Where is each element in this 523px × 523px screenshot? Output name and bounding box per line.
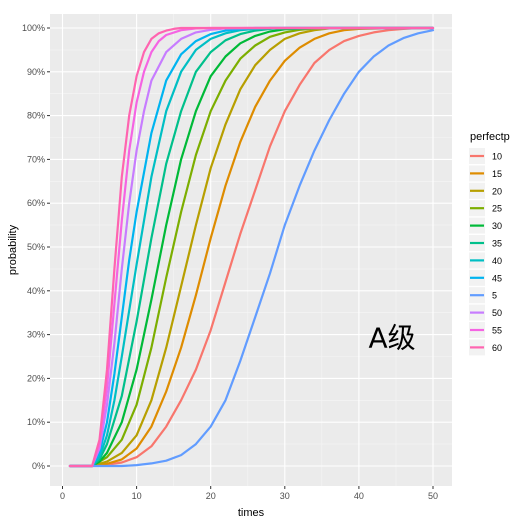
y-tick-label: 50% [27,242,45,252]
series-line-5 [68,29,435,468]
x-tick-label: 0 [60,491,65,501]
x-tick-label: 20 [206,491,216,501]
y-tick-label: 0% [32,461,45,471]
legend-label-30: 30 [492,221,502,231]
y-tick-label: 100% [22,23,45,33]
legend-label-5: 5 [492,291,497,301]
axes: 0 10 20 30 40 50 0% 10% 20% 30% 40% 50% 60% 70% 80% 90%… [22,23,438,501]
series-line-15 [68,26,435,468]
x-tick-label: 30 [280,491,290,501]
y-tick-label: 60% [27,198,45,208]
y-tick-label: 40% [27,286,45,296]
legend-label-10: 10 [492,152,502,162]
y-tick-label: 90% [27,67,45,77]
legend-title: perfectp [470,131,510,143]
y-tick-label: 30% [27,330,45,340]
x-tick-label: 50 [428,491,438,501]
x-tick-label: 10 [132,491,142,501]
legend-label-50: 50 [492,308,502,318]
x-tick-label: 40 [354,491,364,501]
legend-label-60: 60 [492,343,502,353]
legend-label-40: 40 [492,256,502,266]
series-line-30 [68,26,435,468]
legend-label-15: 15 [492,169,502,179]
y-tick-label: 70% [27,154,45,164]
y-tick-label: 10% [27,417,45,427]
legend-label-45: 45 [492,273,502,283]
y-axis-title: probability [7,224,19,275]
series-line-60 [68,26,435,468]
y-tick-label: 80% [27,111,45,121]
x-axis-title: times [238,507,265,519]
legend-label-20: 20 [492,186,502,196]
series-lines [68,26,435,468]
legend-label-35: 35 [492,239,502,249]
y-tick-label: 20% [27,373,45,383]
legend: perfectp 10 15 20 25 30 35 40 45 5 50 55 60 [464,124,518,362]
legend-label-25: 25 [492,204,502,214]
chart-annotation: A级 [369,322,416,355]
series-line-10 [68,26,435,468]
legend-label-55: 55 [492,326,502,336]
